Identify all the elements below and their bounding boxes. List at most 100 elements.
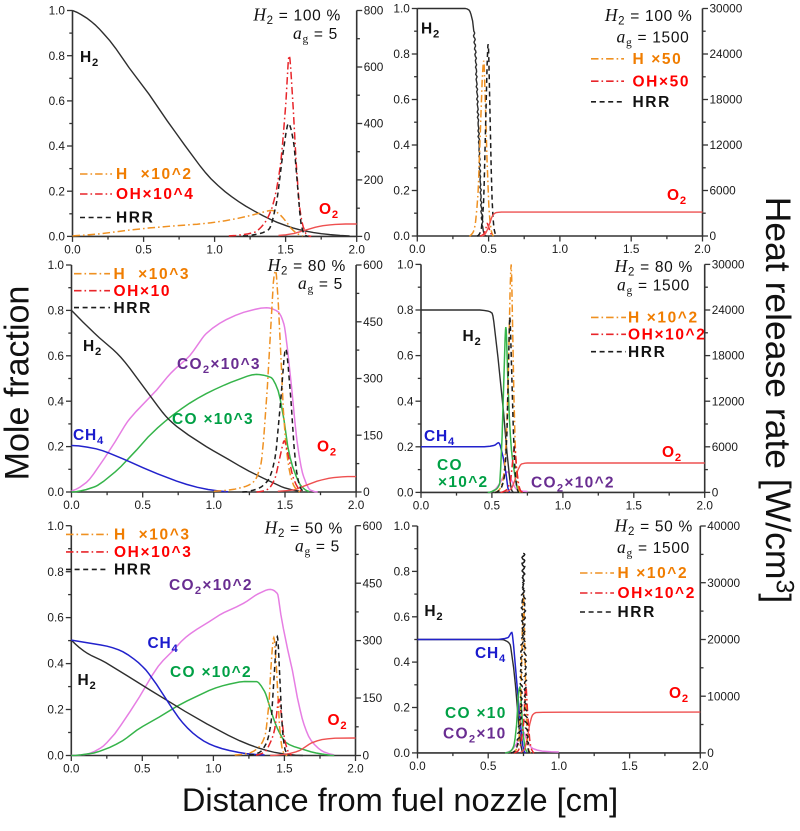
svg-text:0.2: 0.2: [394, 701, 410, 715]
svg-text:18000: 18000: [710, 93, 743, 107]
svg-text:0.5: 0.5: [484, 498, 501, 512]
svg-text:ag = 5: ag = 5: [295, 536, 340, 559]
svg-text:0.6: 0.6: [47, 611, 64, 625]
svg-text:24000: 24000: [710, 47, 743, 61]
svg-text:0.2: 0.2: [48, 440, 64, 454]
svg-text:10000: 10000: [707, 689, 740, 703]
svg-text:CO2×10^2: CO2×10^2: [169, 577, 253, 597]
svg-text:1.0: 1.0: [205, 762, 222, 776]
svg-text:0.2: 0.2: [49, 184, 65, 198]
svg-text:OH×10^2: OH×10^2: [628, 327, 706, 344]
svg-text:30000: 30000: [707, 576, 740, 590]
svg-text:800: 800: [364, 4, 384, 18]
svg-text:ag = 1500: ag = 1500: [617, 275, 690, 298]
svg-text:200: 200: [364, 173, 384, 187]
svg-text:CH4: CH4: [475, 645, 506, 665]
svg-text:CO ×10: CO ×10: [445, 705, 507, 722]
svg-text:0: 0: [363, 749, 370, 763]
svg-text:1.0: 1.0: [49, 4, 66, 18]
svg-text:12000: 12000: [712, 394, 745, 408]
svg-text:0: 0: [364, 230, 371, 244]
svg-text:H2 = 100 %: H2 = 100 %: [604, 5, 693, 28]
svg-text:1.5: 1.5: [621, 759, 638, 773]
svg-text:0.8: 0.8: [49, 49, 66, 63]
svg-text:0.0: 0.0: [48, 485, 65, 499]
svg-text:0.5: 0.5: [134, 498, 151, 512]
svg-text:40000: 40000: [707, 519, 740, 533]
svg-text:HRR: HRR: [618, 604, 656, 621]
svg-text:1.0: 1.0: [555, 498, 572, 512]
svg-text:CO2×10: CO2×10: [443, 726, 507, 746]
svg-text:0.0: 0.0: [397, 486, 414, 500]
svg-text:OH×10^4: OH×10^4: [116, 186, 194, 203]
svg-text:2.0: 2.0: [696, 498, 713, 512]
svg-text:1.0: 1.0: [206, 498, 223, 512]
svg-text:6000: 6000: [712, 440, 739, 454]
svg-text:30000: 30000: [710, 2, 743, 16]
svg-text:300: 300: [363, 634, 383, 648]
svg-text:H2 = 80 %: H2 = 80 %: [614, 256, 693, 279]
svg-text:OH×50: OH×50: [633, 73, 691, 90]
svg-text:1.0: 1.0: [206, 242, 223, 256]
svg-text:CH4: CH4: [148, 635, 179, 655]
svg-text:0.8: 0.8: [397, 303, 414, 317]
svg-text:ag = 1500: ag = 1500: [617, 537, 690, 560]
svg-text:CO2×10^2: CO2×10^2: [531, 475, 615, 495]
svg-text:OH×10: OH×10: [114, 283, 172, 300]
svg-text:0.6: 0.6: [393, 93, 410, 107]
svg-text:600: 600: [364, 60, 384, 74]
svg-text:0.5: 0.5: [134, 762, 151, 776]
svg-text:0.0: 0.0: [63, 498, 80, 512]
svg-text:30000: 30000: [712, 258, 745, 272]
svg-text:CO: CO: [437, 457, 463, 474]
svg-text:0.0: 0.0: [409, 759, 426, 773]
svg-text:0.4: 0.4: [47, 657, 64, 671]
svg-text:1.0: 1.0: [394, 519, 411, 533]
svg-text:0: 0: [710, 229, 717, 243]
svg-text:1.0: 1.0: [48, 258, 65, 272]
svg-text:CH4: CH4: [73, 427, 104, 447]
svg-text:2.0: 2.0: [348, 242, 365, 256]
svg-text:0: 0: [707, 746, 714, 760]
svg-text:Mole fraction: Mole fraction: [0, 286, 37, 481]
svg-text:CO2×10^3: CO2×10^3: [177, 356, 261, 376]
svg-text:2.0: 2.0: [348, 498, 365, 512]
svg-text:0.6: 0.6: [49, 94, 66, 108]
svg-text:HRR: HRR: [114, 562, 152, 579]
svg-text:ag = 5: ag = 5: [293, 23, 338, 46]
svg-text:0.4: 0.4: [394, 655, 411, 669]
svg-text:0.0: 0.0: [413, 498, 430, 512]
svg-text:0.5: 0.5: [480, 759, 497, 773]
svg-text:0.4: 0.4: [393, 138, 410, 152]
svg-text:Distance from fuel nozzle [cm]: Distance from fuel nozzle [cm]: [182, 781, 618, 818]
svg-text:0.0: 0.0: [63, 762, 80, 776]
svg-text:CH4: CH4: [424, 428, 455, 448]
svg-text:HRR: HRR: [114, 300, 152, 317]
svg-text:0.2: 0.2: [47, 703, 63, 717]
svg-text:450: 450: [363, 576, 383, 590]
svg-text:CO ×10^2: CO ×10^2: [170, 664, 252, 681]
svg-text:450: 450: [363, 315, 383, 329]
svg-text:H2 = 100 %: H2 = 100 %: [252, 5, 341, 28]
svg-text:0.6: 0.6: [48, 349, 65, 363]
svg-text:1.5: 1.5: [277, 242, 294, 256]
svg-text:H ×10^2: H ×10^2: [618, 565, 689, 582]
svg-text:H2 = 50 %: H2 = 50 %: [264, 518, 343, 541]
svg-text:1.0: 1.0: [397, 258, 414, 272]
svg-text:2.0: 2.0: [692, 759, 709, 773]
svg-text:HRR: HRR: [633, 94, 671, 111]
svg-text:1.5: 1.5: [276, 762, 293, 776]
svg-text:0.0: 0.0: [393, 229, 410, 243]
svg-text:H ×10^2: H ×10^2: [628, 310, 699, 327]
svg-text:600: 600: [363, 519, 383, 533]
svg-text:Heat release rate [W/cm3]: Heat release rate [W/cm3]: [758, 197, 799, 604]
svg-text:0.2: 0.2: [393, 184, 409, 198]
svg-text:0.2: 0.2: [397, 440, 413, 454]
svg-text:1.0: 1.0: [551, 759, 568, 773]
svg-text:1.5: 1.5: [623, 242, 640, 256]
svg-text:H2 = 50 %: H2 = 50 %: [614, 516, 693, 539]
svg-text:0.5: 0.5: [480, 242, 497, 256]
svg-text:1.0: 1.0: [552, 242, 569, 256]
svg-text:H ×10^3: H ×10^3: [114, 266, 191, 283]
svg-text:0: 0: [712, 486, 719, 500]
